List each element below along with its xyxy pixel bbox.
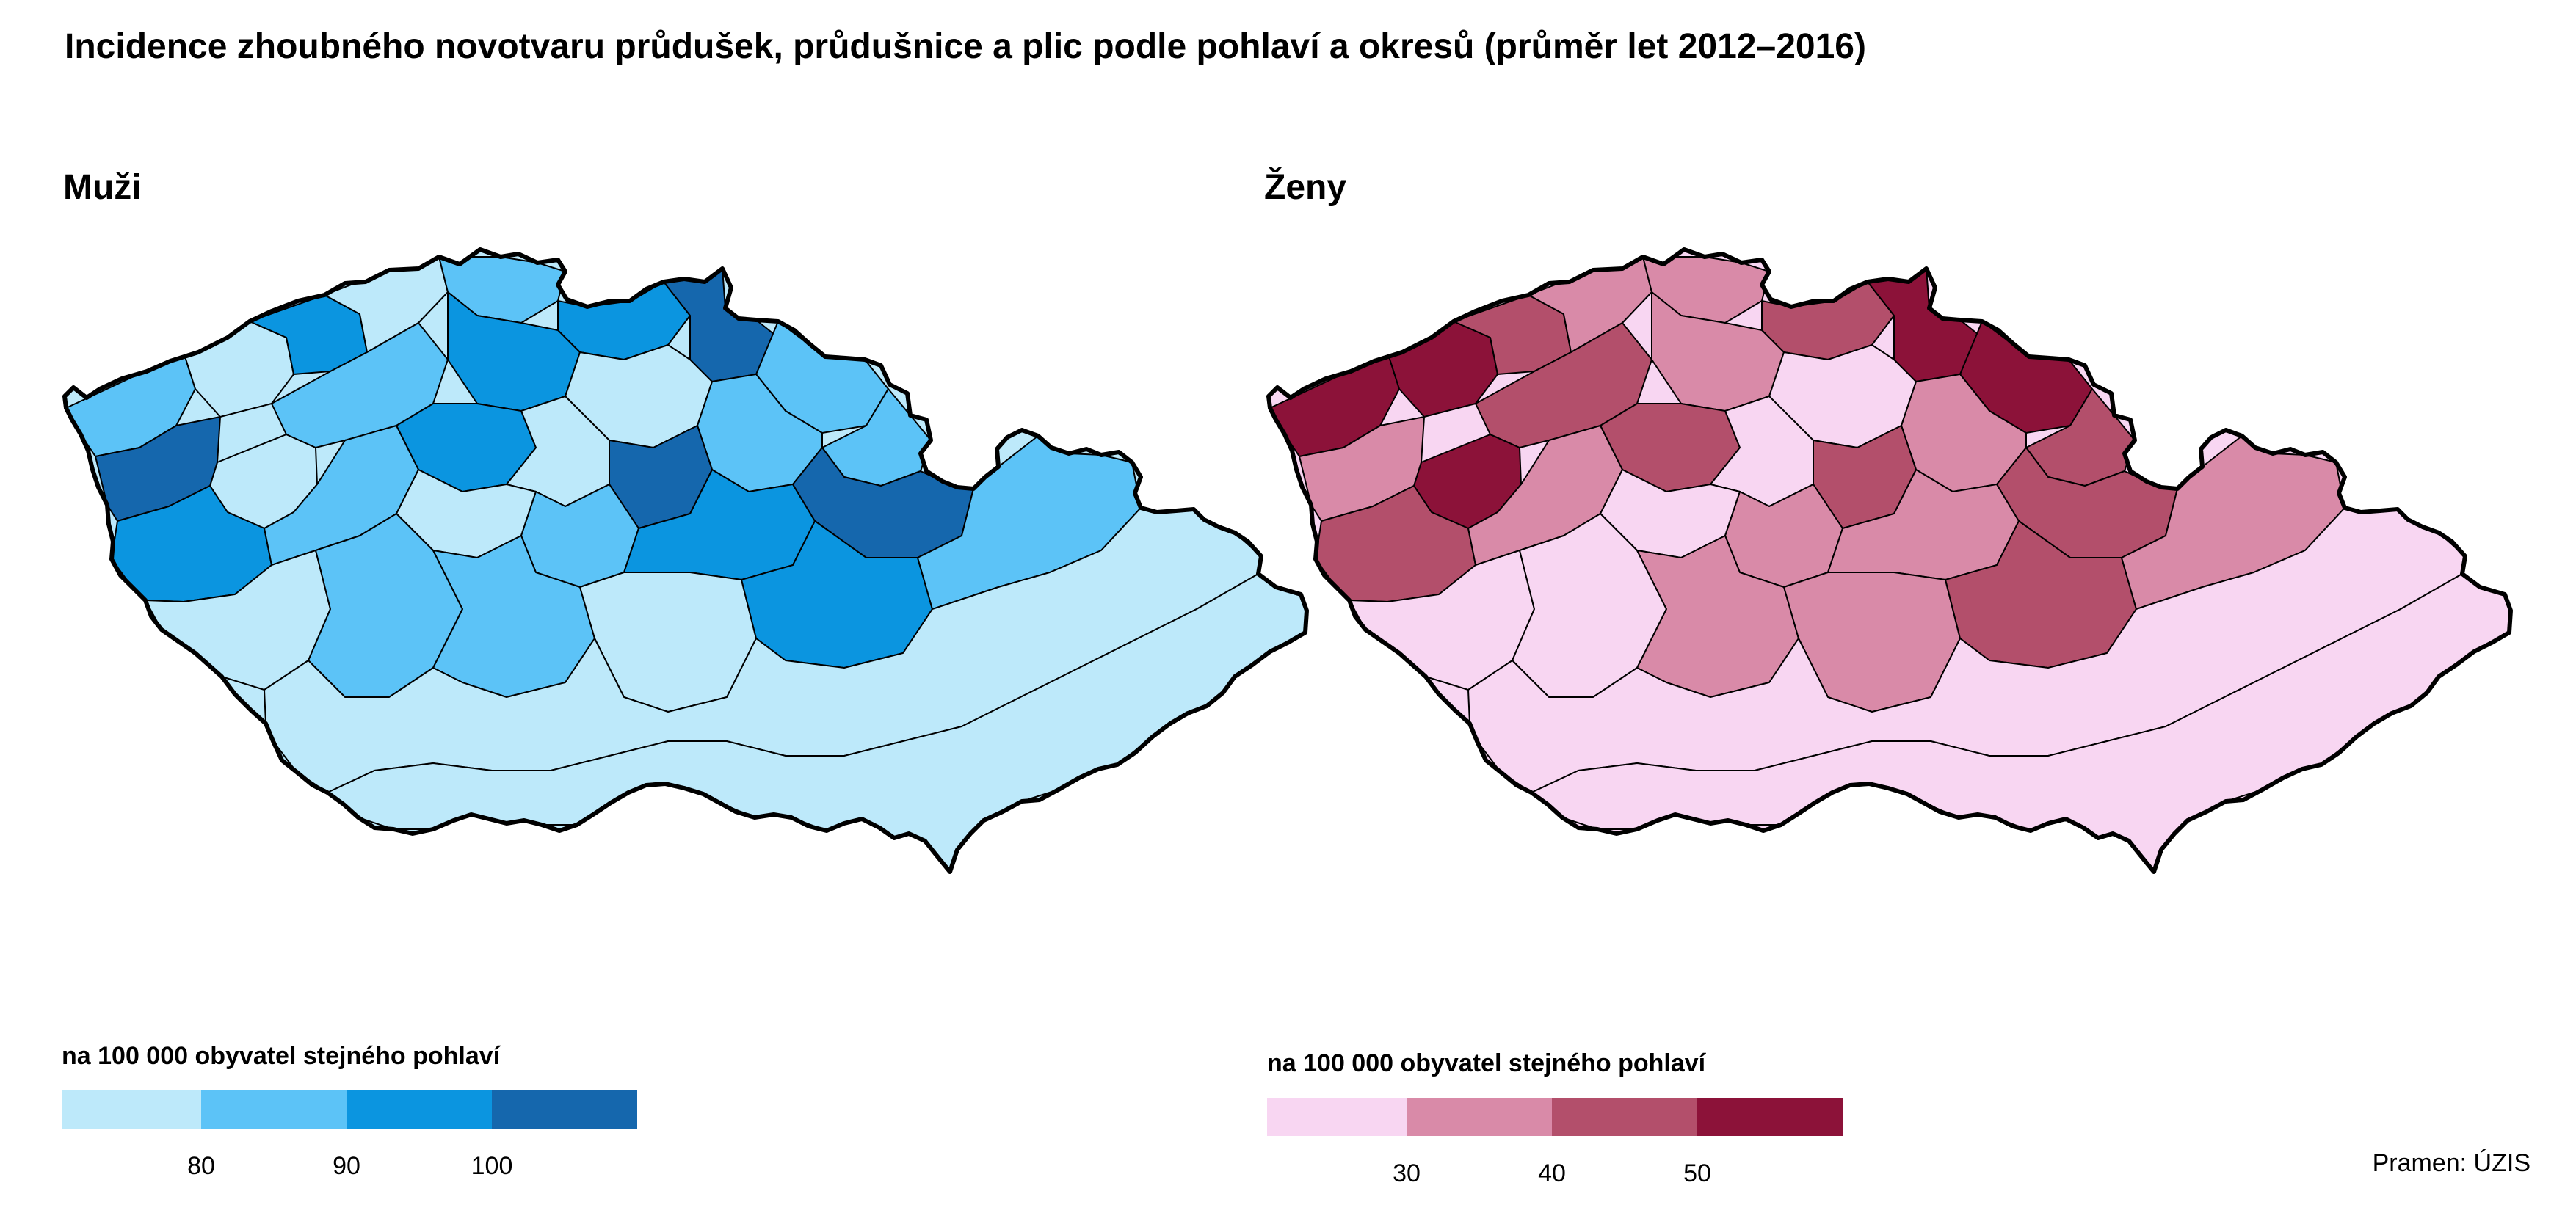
legend-swatch-men-3 — [492, 1090, 637, 1129]
legend-swatch-men-2 — [347, 1090, 492, 1129]
district-layer-women — [1269, 249, 2511, 872]
legend-swatch-women-2 — [1552, 1098, 1697, 1136]
legend-colorbar-men — [62, 1090, 637, 1129]
legend-tick-women-40: 40 — [1538, 1159, 1566, 1187]
legend-colorbar-women — [1267, 1098, 1843, 1136]
panel-title-women: Ženy — [1264, 168, 1347, 207]
legend-men: na 100 000 obyvatel stejného pohlaví 80 … — [62, 1042, 649, 1189]
legend-swatch-men-0 — [62, 1090, 201, 1129]
legend-tick-men-90: 90 — [333, 1152, 360, 1180]
legend-swatch-women-1 — [1407, 1098, 1552, 1136]
legend-title-women: na 100 000 obyvatel stejného pohlaví — [1267, 1049, 1706, 1077]
country-border-men — [62, 247, 1309, 874]
legend-swatch-women-0 — [1267, 1098, 1407, 1136]
legend-tick-women-30: 30 — [1393, 1159, 1421, 1187]
page-title: Incidence zhoubného novotvaru průdušek, … — [65, 27, 1866, 66]
legend-tick-men-100: 100 — [471, 1152, 513, 1180]
legend-swatch-men-1 — [201, 1090, 347, 1129]
district-women-10 — [1299, 416, 1425, 522]
country-border-women — [1266, 247, 2513, 874]
legend-tick-men-80: 80 — [187, 1152, 215, 1180]
panel-title-men: Muži — [63, 168, 142, 207]
choropleth-map-men — [62, 247, 1309, 874]
legend-tick-women-50: 50 — [1683, 1159, 1711, 1187]
district-men-10 — [95, 416, 221, 522]
choropleth-map-women — [1266, 247, 2513, 874]
legend-women: na 100 000 obyvatel stejného pohlaví 30 … — [1267, 1049, 1854, 1196]
legend-title-men: na 100 000 obyvatel stejného pohlaví — [62, 1042, 501, 1070]
district-layer-men — [65, 249, 1307, 872]
legend-swatch-women-3 — [1697, 1098, 1843, 1136]
source-note: Pramen: ÚZIS — [2372, 1149, 2530, 1177]
